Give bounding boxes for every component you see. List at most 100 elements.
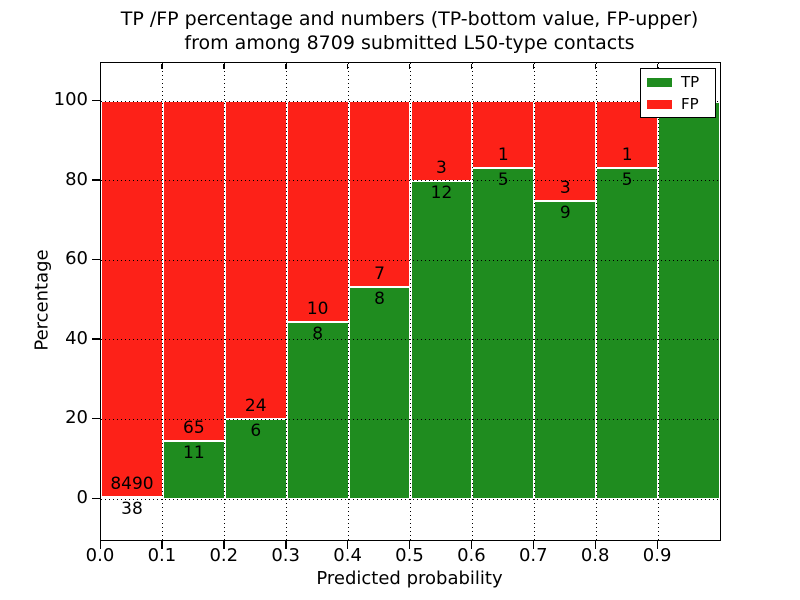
y-tick bbox=[92, 99, 100, 102]
bar-tp-count-label: 12 bbox=[430, 182, 453, 203]
y-tick-label: 100 bbox=[53, 89, 88, 111]
x-tick bbox=[99, 540, 101, 549]
x-tick-top bbox=[347, 63, 349, 69]
x-tick-label: 0.2 bbox=[209, 545, 239, 566]
v-gridline bbox=[533, 63, 535, 540]
bar-fp-segment bbox=[472, 101, 535, 168]
bar-tp-segment bbox=[534, 200, 597, 499]
y-tick bbox=[92, 258, 100, 261]
chart-title-line1: TP /FP percentage and numbers (TP-bottom… bbox=[120, 8, 699, 30]
x-tick-label: 0.4 bbox=[333, 545, 362, 566]
x-tick-top bbox=[470, 63, 473, 69]
x-tick-label: 0.6 bbox=[457, 545, 486, 566]
bar-tp-count-label: 11 bbox=[183, 443, 205, 464]
x-tick bbox=[532, 540, 535, 549]
bar-fp-count-label: 24 bbox=[244, 396, 267, 417]
x-tick-label: 0.8 bbox=[580, 545, 610, 566]
x-tick-label: 0.7 bbox=[518, 545, 548, 566]
legend-label-fp: FP bbox=[681, 95, 699, 113]
x-tick-top bbox=[223, 63, 225, 69]
bar-fp-segment bbox=[534, 101, 597, 201]
chart-title-line2: from among 8709 submitted L50-type conta… bbox=[184, 32, 635, 54]
x-tick-top bbox=[409, 63, 411, 69]
x-tick bbox=[285, 540, 287, 549]
bar-fp-count-label: 1 bbox=[621, 144, 633, 165]
bar-fp-count-label: 7 bbox=[374, 263, 385, 284]
x-tick bbox=[347, 540, 349, 549]
y-tick-label: 20 bbox=[65, 407, 88, 429]
bar-fp-count-label: 3 bbox=[559, 177, 571, 198]
bar-tp-count-label: 6 bbox=[250, 421, 262, 442]
x-tick-top bbox=[594, 63, 597, 69]
y-tick bbox=[92, 338, 100, 340]
bar-tp-segment bbox=[348, 286, 411, 500]
h-gridline bbox=[101, 100, 720, 102]
legend-item-tp: TP bbox=[647, 74, 711, 90]
bar-fp-count-label: 10 bbox=[306, 299, 329, 320]
h-gridline bbox=[101, 498, 720, 500]
y-tick bbox=[92, 417, 100, 420]
x-tick bbox=[409, 540, 411, 549]
bar-fp-count-label: 8490 bbox=[110, 474, 154, 495]
bar-fp-segment bbox=[286, 101, 349, 323]
x-tick-label: 0.0 bbox=[85, 545, 115, 566]
x-tick-label: 0.9 bbox=[642, 545, 672, 566]
x-tick bbox=[223, 540, 225, 549]
x-tick-top bbox=[99, 63, 101, 69]
bar-tp-count-label: 5 bbox=[621, 169, 633, 190]
v-gridline bbox=[162, 63, 164, 540]
x-tick-label: 0.5 bbox=[395, 545, 424, 566]
x-tick-label: 0.3 bbox=[271, 545, 300, 566]
x-tick-top bbox=[656, 63, 658, 69]
y-tick bbox=[92, 179, 100, 181]
bar-fp-segment bbox=[162, 101, 225, 442]
x-tick bbox=[470, 540, 473, 549]
v-gridline bbox=[410, 63, 411, 540]
x-tick bbox=[656, 540, 658, 549]
bar-tp-count-label: 8 bbox=[374, 288, 385, 309]
bar-fp-segment bbox=[101, 101, 163, 498]
fp-swatch-icon bbox=[647, 99, 672, 109]
h-gridline bbox=[101, 418, 720, 420]
bar-tp-segment bbox=[658, 101, 720, 500]
bar-fp-segment bbox=[348, 101, 411, 287]
bar-tp-segment bbox=[286, 322, 349, 499]
v-gridline bbox=[286, 63, 288, 540]
y-tick-label: 40 bbox=[65, 327, 88, 349]
bar-fp-segment bbox=[410, 101, 473, 181]
bar-tp-count-label: 9 bbox=[559, 202, 571, 223]
x-tick-top bbox=[285, 63, 287, 69]
v-gridline bbox=[657, 63, 659, 540]
x-tick-top bbox=[532, 63, 535, 69]
h-gridline bbox=[101, 259, 720, 261]
legend-label-tp: TP bbox=[681, 73, 700, 91]
h-gridline bbox=[101, 180, 720, 182]
x-tick-top bbox=[161, 63, 163, 69]
v-gridline bbox=[224, 63, 226, 540]
x-axis-label: Predicted probability bbox=[316, 568, 503, 589]
bar-fp-count-label: 65 bbox=[183, 418, 205, 439]
h-gridline bbox=[101, 339, 720, 341]
v-gridline bbox=[348, 63, 350, 540]
bar-tp-segment bbox=[472, 167, 535, 499]
bar-fp-count-label: 3 bbox=[436, 157, 447, 178]
bar-fp-count-label: 1 bbox=[497, 144, 509, 165]
bar-tp-count-label: 38 bbox=[121, 499, 143, 520]
legend-item-fp: FP bbox=[647, 96, 711, 112]
y-tick-label: 80 bbox=[65, 168, 88, 190]
x-tick bbox=[594, 540, 597, 549]
plot-area: 3884901165624810871235193513 TP FP bbox=[100, 62, 721, 541]
legend: TP FP bbox=[640, 68, 716, 118]
x-tick bbox=[161, 540, 163, 549]
bar-tp-count-label: 8 bbox=[312, 324, 324, 345]
bar-tp-count-label: 5 bbox=[497, 169, 509, 190]
bar-tp-segment bbox=[596, 167, 659, 499]
v-gridline bbox=[471, 63, 473, 540]
y-tick-label: 60 bbox=[65, 248, 88, 270]
x-tick-label: 0.1 bbox=[147, 545, 177, 566]
v-gridline bbox=[595, 63, 597, 540]
chart-title: TP /FP percentage and numbers (TP-bottom… bbox=[100, 7, 719, 55]
y-tick-label: 0 bbox=[76, 487, 88, 509]
tp-swatch-icon bbox=[647, 77, 672, 87]
